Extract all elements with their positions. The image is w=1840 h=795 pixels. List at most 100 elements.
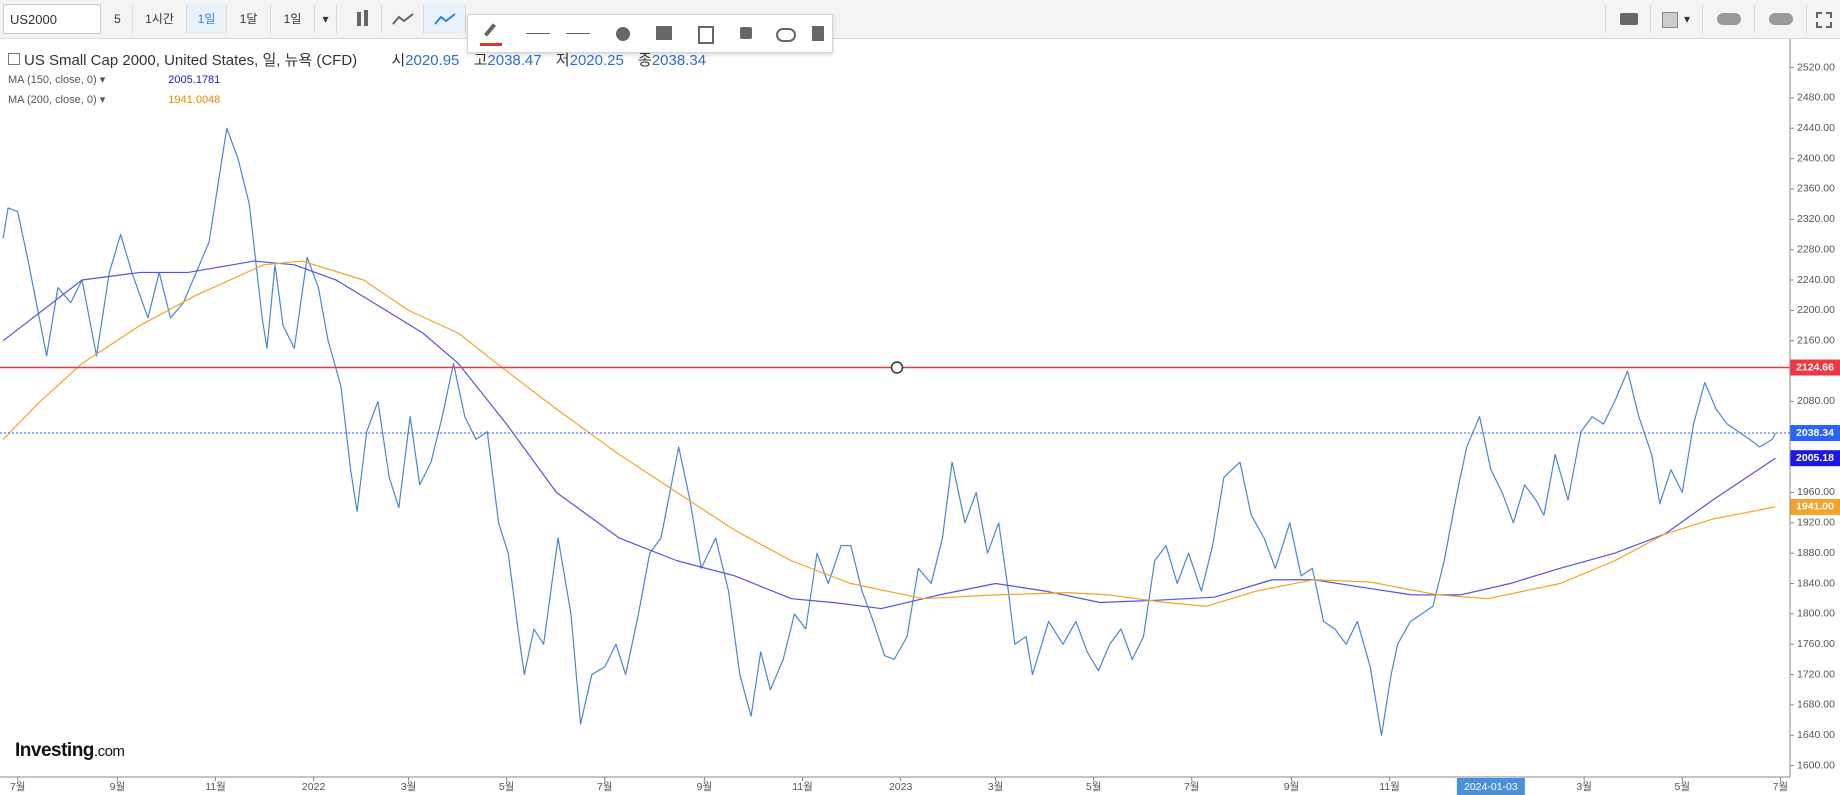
area-chart-button[interactable] [382,4,424,34]
settings-button[interactable] [616,27,630,41]
x-tick-label: 9월 [110,781,126,793]
logo: Investing.com [15,740,125,762]
interval-button[interactable]: 1일 [187,4,227,34]
x-tick-label: 7월 [10,781,26,793]
price-marker-label: 2005.18 [1796,452,1834,464]
ma-name: MA (150, close, 0) [8,74,97,86]
line-handle[interactable] [890,361,904,374]
screenshot-button[interactable] [1605,4,1651,34]
x-tick-label: 3월 [988,781,1004,793]
layer-button[interactable] [656,26,672,40]
y-tick-label: 2280.00 [1797,243,1835,255]
x-tick-label: 11월 [1379,781,1400,793]
price-marker-box [1790,450,1840,467]
price-line [2,127,1777,736]
y-tick-label: 2440.00 [1797,122,1835,134]
line-style-button[interactable] [526,33,550,34]
x-tick-label: 2022 [302,781,326,793]
y-tick-label: 2480.00 [1797,92,1835,104]
upload-button[interactable] [1755,4,1807,34]
line-chart-button[interactable] [424,4,466,34]
price-marker-label: 1941.00 [1796,501,1834,513]
y-tick-label: 2360.00 [1797,183,1835,195]
x-tick-label: 7월 [597,781,613,793]
x-tick-label: 11월 [205,781,226,793]
delete-button[interactable] [812,26,824,41]
ohlc-value: 2038.47 [487,52,542,69]
y-tick-label: 2520.00 [1797,61,1835,73]
ohlc-value: 2020.25 [569,52,624,69]
pencil-button[interactable] [480,23,502,46]
download-button[interactable] [1703,4,1755,34]
price-marker-label: 2038.34 [1796,427,1834,439]
logo-suffix: .com [93,743,125,760]
ohlc-value: 2038.34 [651,52,707,69]
y-tick-label: 1680.00 [1797,699,1835,711]
x-tick-label: 3월 [1576,781,1592,793]
ohlc-label: 저 [555,52,570,69]
ohlc-value: 2020.95 [405,52,460,69]
price-marker-box [1790,498,1840,515]
ohlc-label: 시 [391,52,406,69]
crosshair-label-box [1456,778,1525,795]
candle-chart-button[interactable] [342,4,382,34]
y-tick-label: 2240.00 [1797,274,1835,286]
y-tick-label: 1840.00 [1797,577,1835,589]
crosshair-label: 2024-01-03 [1464,781,1518,793]
ma-value: 1941.0048 [168,94,221,106]
ma-legend: MA (200, close, 0) ▾ 1941.0048 [8,94,221,106]
y-tick-label: 2200.00 [1797,304,1835,316]
y-tick-label: 1880.00 [1797,547,1835,559]
x-tick-label: 7월 [1773,781,1789,793]
ma-value: 2005.1781 [168,74,221,86]
line-width-button[interactable] [566,33,590,34]
y-tick-label: 1800.00 [1797,608,1835,620]
layout-button[interactable]: ▾ [1651,4,1703,34]
plot: 1600.00 1640.00 1680.00 1720.00 1760.00 1800.… [0,61,1840,795]
price-line [2,260,1776,607]
lock-button[interactable] [740,27,752,39]
visibility-button[interactable] [776,28,796,42]
x-tick-label: 11월 [792,781,813,793]
ohlc-label: 종 [638,52,652,69]
ma-name: MA (200, close, 0) [8,94,97,106]
clone-button[interactable] [698,26,714,44]
chart-legend: US Small Cap 2000, United States, 일, 뉴욕 … [8,49,706,70]
y-tick-label: 1960.00 [1797,486,1835,498]
interval-button[interactable]: 5 [103,4,133,34]
y-tick-label: 1600.00 [1797,759,1835,771]
y-tick-label: 1920.00 [1797,517,1835,529]
y-tick-label: 2080.00 [1797,395,1835,407]
y-tick-label: 1720.00 [1797,668,1835,680]
y-tick-label: 2320.00 [1797,213,1835,225]
fullscreen-button[interactable] [1807,4,1840,34]
x-tick-label: 5월 [499,781,515,793]
x-tick-label: 2023 [889,781,913,793]
top-toolbar: US2000 5 1시간 1일 1달 1일 ▾ ▾ [0,0,1840,39]
drawing-toolbar [467,14,833,53]
y-tick-label: 1760.00 [1797,638,1835,650]
collapse-toggle[interactable] [8,53,20,65]
interval-button[interactable]: 1시간 [133,4,187,34]
interval-button[interactable]: 1일 [271,4,315,34]
price-marker-label: 2124.66 [1796,361,1834,373]
price-line [2,260,1776,610]
interval-dropdown[interactable]: ▾ [315,4,337,34]
x-tick-label: 9월 [697,781,713,793]
icon [391,13,414,25]
ohlc-label: 고 [473,52,488,69]
x-tick-label: 7월 [1184,781,1200,793]
ma-legend: MA (150, close, 0) ▾ 2005.1781 [8,74,221,86]
instrument-title: US Small Cap 2000, United States, 일, 뉴욕 … [24,52,358,69]
symbol-input[interactable]: US2000 [3,4,101,34]
price-marker-box [1790,425,1840,442]
x-tick-label: 9월 [1284,781,1300,793]
logo-name: Investing [15,740,94,761]
price-marker-box [1790,359,1840,376]
x-tick-label: 3월 [401,781,417,793]
interval-button[interactable]: 1달 [227,4,271,34]
